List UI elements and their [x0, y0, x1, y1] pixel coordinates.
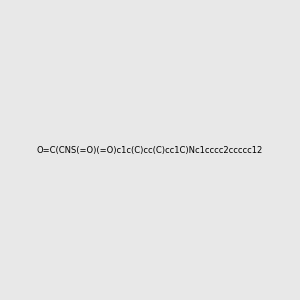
Text: O=C(CNS(=O)(=O)c1c(C)cc(C)cc1C)Nc1cccc2ccccc12: O=C(CNS(=O)(=O)c1c(C)cc(C)cc1C)Nc1cccc2c…: [37, 146, 263, 154]
